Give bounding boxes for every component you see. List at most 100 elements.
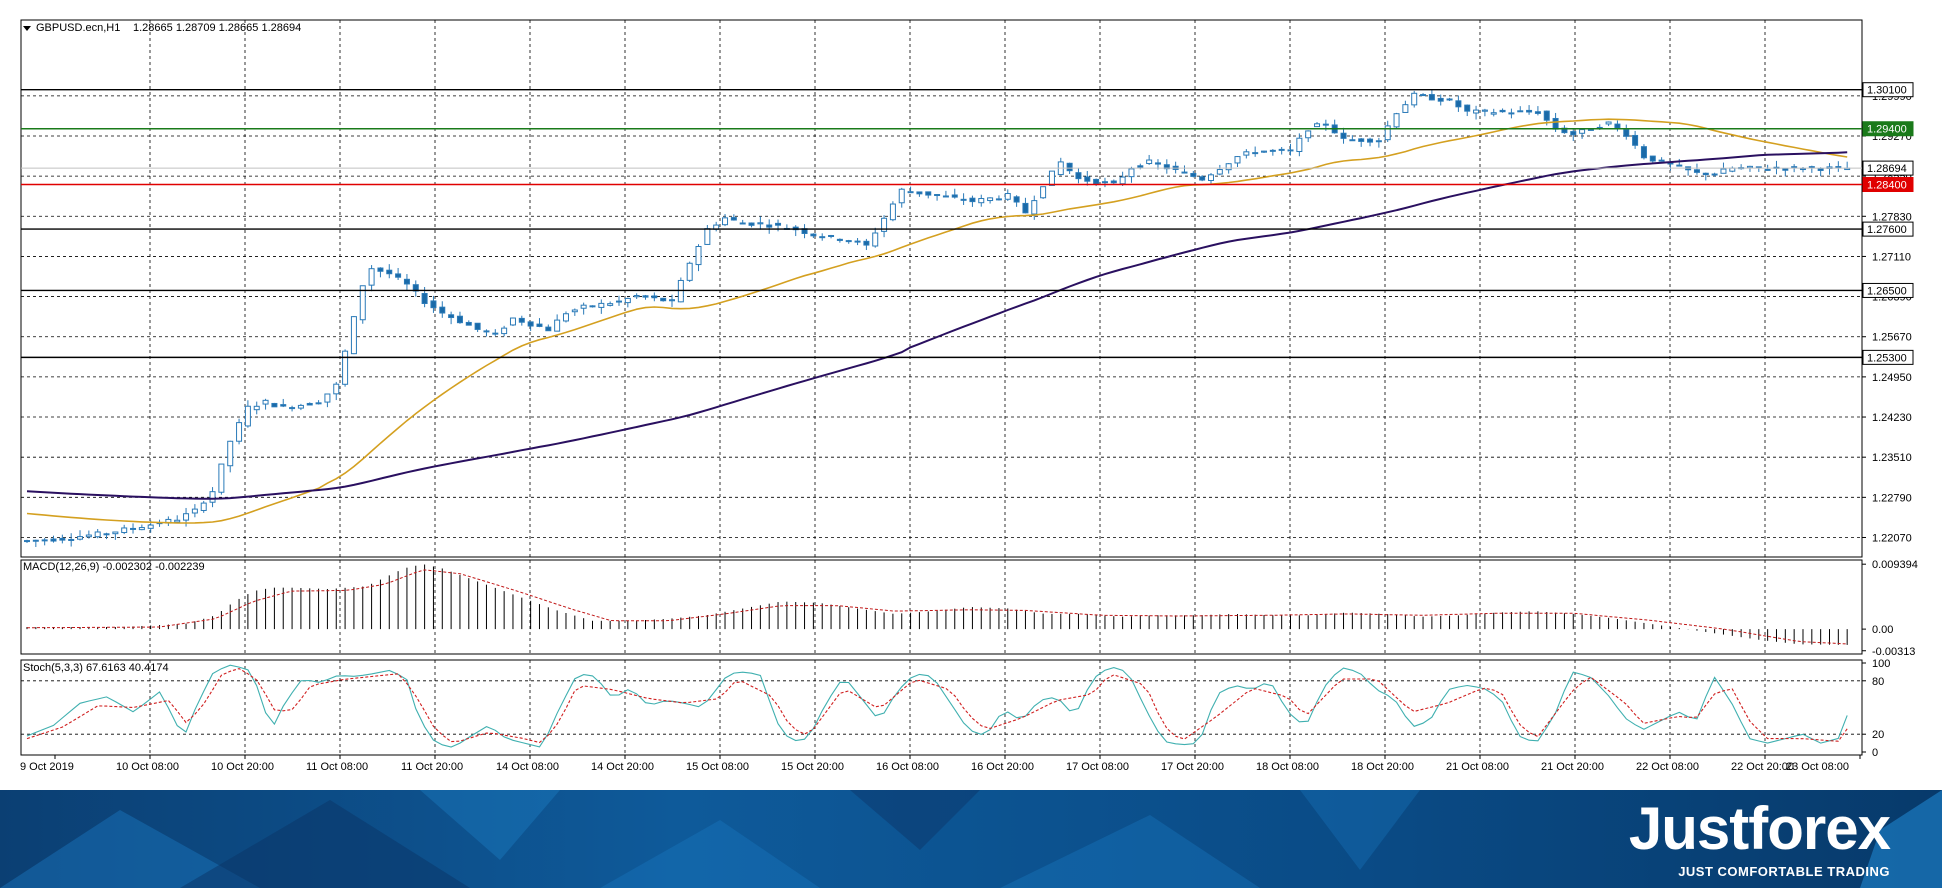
time-label: 21 Oct 20:00 [1541, 761, 1604, 773]
candle-body [1225, 163, 1232, 171]
candle-body [1517, 110, 1524, 113]
candle-body [642, 295, 649, 298]
candle-body [580, 304, 587, 309]
candle-body [1508, 112, 1515, 115]
candle-body [1534, 111, 1541, 114]
candle-body [342, 350, 349, 385]
time-label: 15 Oct 20:00 [781, 761, 844, 773]
candle-body [730, 217, 737, 221]
candle-body [836, 238, 843, 241]
stoch-frame [20, 659, 1863, 756]
candle-body [147, 524, 154, 529]
candle-body [1075, 172, 1082, 180]
candle-body [545, 326, 552, 332]
candle-body [1305, 130, 1312, 139]
candle-body [200, 502, 207, 511]
candle-body [315, 402, 322, 405]
price-tick-label: 1.27110 [1872, 251, 1911, 263]
candle-body [1375, 140, 1382, 143]
candle-body [1322, 123, 1329, 126]
candle-body [1093, 178, 1100, 185]
candle-body [995, 198, 1002, 201]
candle-body [1163, 164, 1170, 170]
chart-header: GBPUSD.ecn,H1 1.28665 1.28709 1.28665 1.… [23, 22, 301, 34]
candle-body [289, 407, 296, 410]
candle-body [333, 383, 340, 395]
candle-body [50, 538, 57, 542]
level-price-label: 1.26500 [1867, 285, 1907, 297]
candle-body [1632, 134, 1639, 146]
candle-body [1278, 148, 1285, 151]
candle-body [1296, 137, 1303, 153]
candle-body [59, 537, 66, 541]
candle-body [1048, 170, 1055, 186]
candle-body [377, 267, 384, 272]
time-label: 14 Oct 08:00 [496, 761, 559, 773]
candle-body [1199, 176, 1206, 181]
candle-body [1402, 104, 1409, 113]
time-label: 22 Oct 20:00 [1731, 761, 1794, 773]
candle-body [465, 321, 472, 326]
price-frame [20, 19, 1863, 558]
time-label: 10 Oct 08:00 [116, 761, 179, 773]
candle-body [969, 197, 976, 203]
candle-body [1384, 125, 1391, 141]
candle-body [651, 295, 658, 299]
candle-body [439, 306, 446, 314]
candle-body [889, 203, 896, 221]
candle-body [218, 463, 225, 493]
candle-body [1066, 162, 1073, 172]
candle-body [1393, 113, 1400, 128]
candle-body [1110, 180, 1117, 184]
stoch-tick-label: 80 [1872, 676, 1884, 688]
candle-body [1693, 169, 1700, 173]
candle-body [85, 534, 92, 538]
candle-body [934, 194, 941, 197]
candle-body [386, 269, 393, 275]
dropdown-triangle-icon[interactable] [23, 26, 31, 31]
candle-body [1464, 104, 1471, 112]
ohlc-values: 1.28665 1.28709 1.28665 1.28694 [133, 22, 301, 34]
time-label: 18 Oct 20:00 [1351, 761, 1414, 773]
time-label: 15 Oct 08:00 [686, 761, 749, 773]
candle-body [227, 440, 234, 467]
candle-body [32, 539, 39, 542]
candle-body [1154, 162, 1161, 165]
price-tick-label: 1.22070 [1872, 532, 1912, 544]
candle-body [1234, 156, 1241, 164]
candle-body [1128, 168, 1135, 178]
stoch-pane: 100 80 20 0 [20, 658, 1890, 759]
stoch-tick-label: 20 [1872, 729, 1884, 741]
candle-body [819, 236, 826, 239]
candle-body [1782, 168, 1789, 171]
level-price-label: 1.27600 [1867, 224, 1907, 236]
candle-body [1013, 196, 1020, 203]
level-price-box [1862, 82, 1914, 98]
time-label: 11 Oct 20:00 [401, 761, 463, 773]
candle-body [695, 246, 702, 266]
candle-body [1614, 123, 1621, 129]
candle-body [527, 321, 534, 327]
candle-body [960, 198, 967, 201]
candle-body [191, 508, 198, 514]
time-label: 14 Oct 20:00 [591, 761, 654, 773]
candle-body [501, 327, 508, 335]
level-price-label: 1.30100 [1867, 85, 1907, 97]
candle-body [1579, 129, 1586, 134]
candle-body [757, 222, 764, 225]
candle-body [1269, 149, 1276, 152]
candle-body [916, 191, 923, 195]
candle-body [1499, 109, 1506, 113]
candle-body [1455, 100, 1462, 108]
candle-body [236, 422, 243, 442]
stoch-k-line [26, 664, 1848, 748]
level-price-box [1862, 177, 1914, 193]
candle-body [77, 536, 84, 540]
candle-body [978, 198, 985, 204]
stoch-title: Stoch(5,3,3) 67.6163 40.4174 [23, 662, 169, 674]
candle-body [854, 240, 861, 243]
price-tick-label: 1.22790 [1872, 492, 1912, 504]
candle-body [1437, 97, 1444, 102]
time-label: 11 Oct 08:00 [306, 761, 368, 773]
macd-signal-line [27, 569, 1848, 645]
